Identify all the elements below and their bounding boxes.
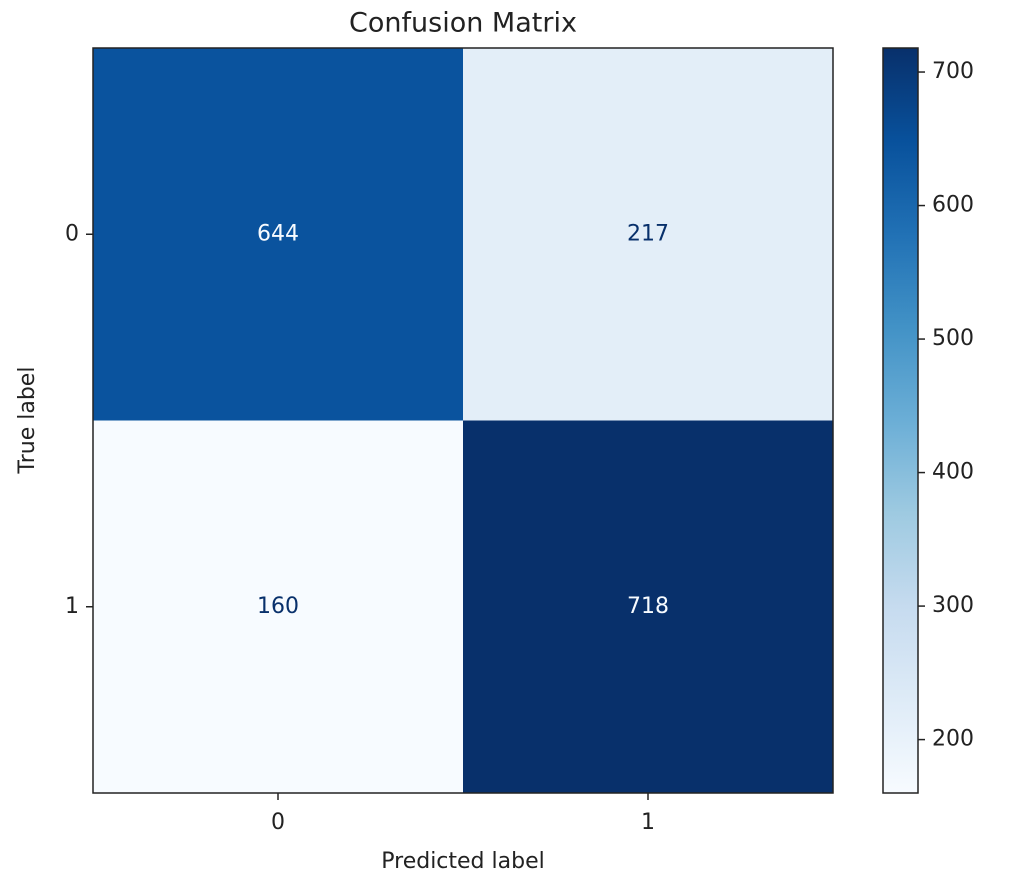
colorbar-tick-label: 300: [932, 593, 974, 618]
cell-label: 718: [627, 594, 669, 619]
y-tick-label: 0: [65, 221, 79, 246]
cell-label: 160: [257, 594, 299, 619]
x-tick-label: 0: [271, 810, 285, 835]
y-axis-label: True label: [15, 367, 40, 475]
colorbar-tick-label: 400: [932, 460, 974, 485]
heatmap-cell: [463, 420, 833, 793]
colorbar-tick-label: 200: [932, 727, 974, 752]
heatmap-cell: [93, 420, 463, 793]
colorbar-tick-label: 600: [932, 193, 974, 218]
chart-title: Confusion Matrix: [349, 8, 577, 39]
heatmap-cell: [93, 48, 463, 421]
x-axis-label: Predicted label: [381, 849, 544, 874]
colorbar-tick-label: 500: [932, 326, 974, 351]
plot-frame: [92, 47, 834, 794]
cell-label: 644: [257, 221, 299, 246]
colorbar: [882, 47, 919, 794]
cell-label: 217: [627, 221, 669, 246]
x-tick-label: 1: [641, 810, 655, 835]
heatmap-cell: [463, 48, 833, 421]
y-tick-label: 1: [65, 594, 79, 619]
colorbar-tick-label: 700: [932, 59, 974, 84]
